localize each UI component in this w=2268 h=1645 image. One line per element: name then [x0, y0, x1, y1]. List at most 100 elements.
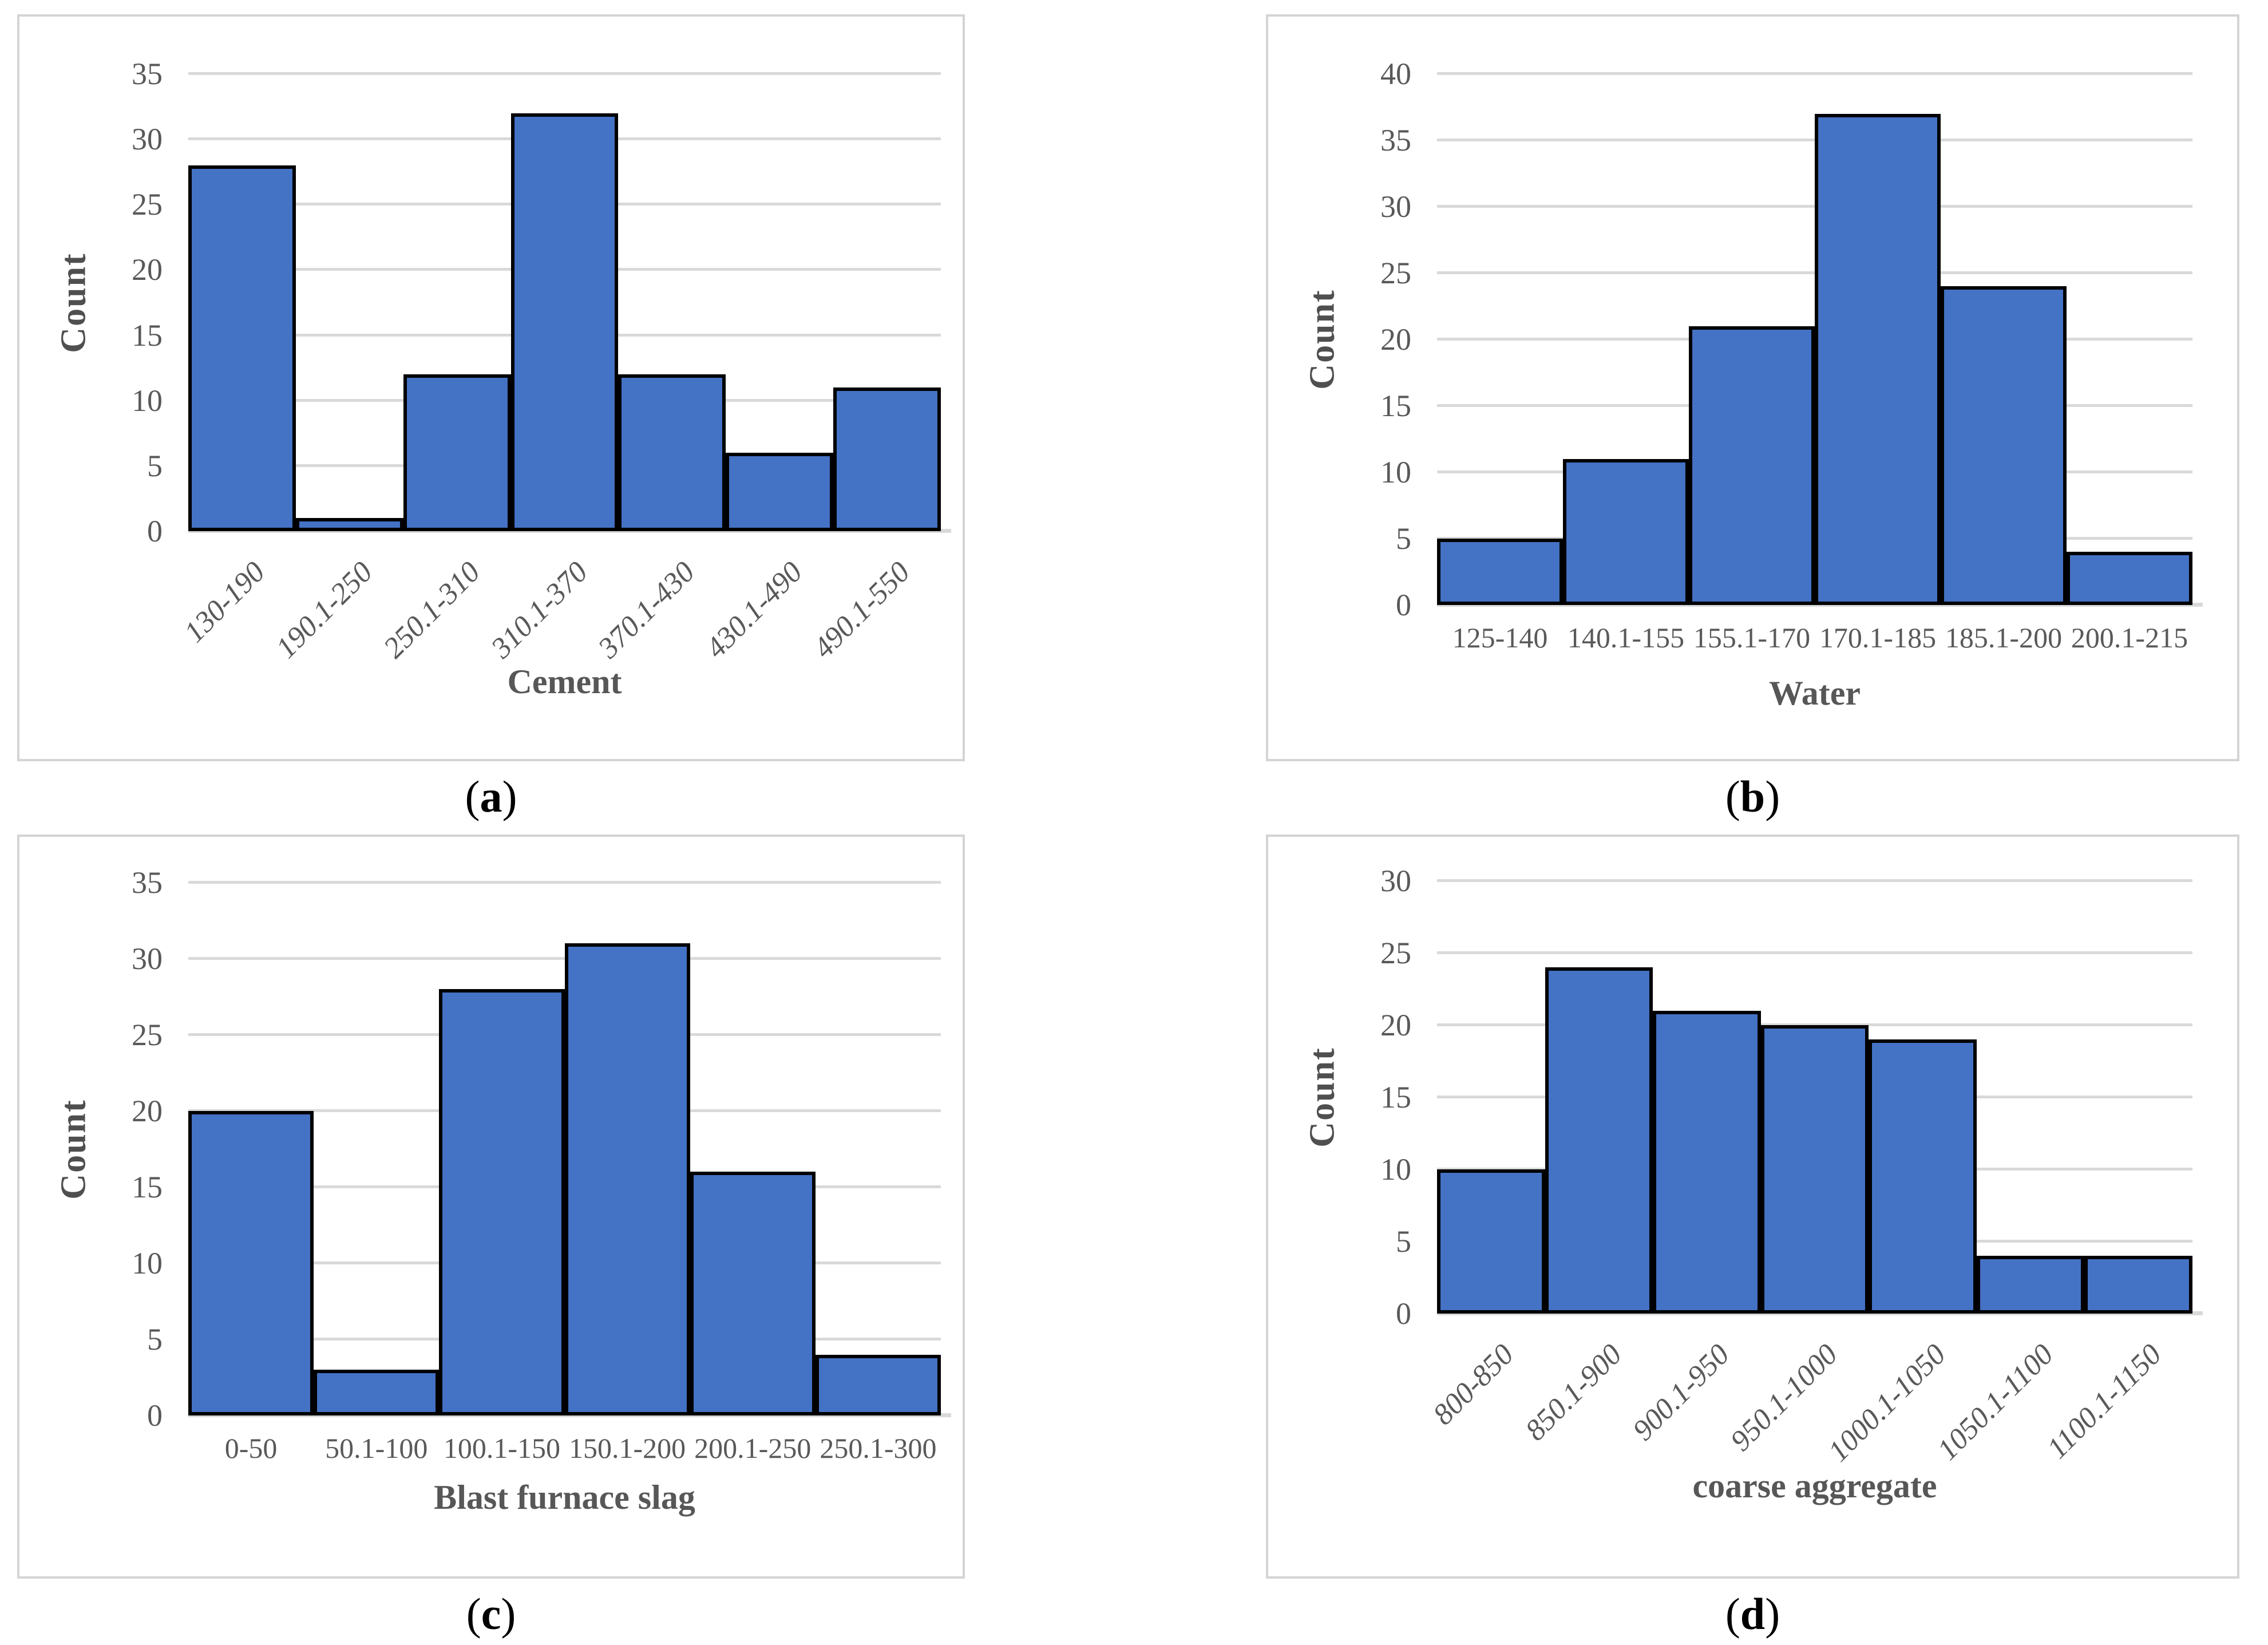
y-tick-label-30: 30 [132, 122, 163, 157]
y-tick-label-20: 20 [132, 252, 163, 287]
bar-370.1-430 [618, 374, 726, 531]
bar-850.1-900 [1545, 967, 1653, 1314]
bar-900.1-950 [1653, 1010, 1761, 1314]
bars-row [188, 74, 941, 531]
y-tick-label-20: 20 [1380, 322, 1411, 357]
x-tick-label-100.1-150: 100.1-150 [443, 1432, 560, 1464]
bar-430.1-490 [726, 453, 834, 531]
gridline-35 [188, 72, 941, 75]
bar-800-850 [1437, 1169, 1545, 1314]
x-tick-label-185.1-200: 185.1-200 [1945, 622, 2063, 654]
y-tick-label-15: 15 [132, 1169, 163, 1204]
gridline-35 [188, 881, 941, 884]
y-tick-label-0: 0 [147, 1398, 163, 1433]
x-axis-title: Blast furnace slag [434, 1478, 695, 1516]
bar-185.1-200 [1941, 286, 2067, 605]
gridline-30 [188, 957, 941, 960]
bar-1000.1-1050 [1869, 1039, 1977, 1314]
y-tick-label-30: 30 [1380, 864, 1411, 898]
bar-250.1-300 [815, 1354, 941, 1415]
caption-letter: d [1740, 1589, 1766, 1639]
x-tick-label-200.1-215: 200.1-215 [2071, 622, 2188, 654]
x-axis-title: coarse aggregate [1692, 1467, 1937, 1505]
bar-1050.1-1100 [1976, 1256, 2085, 1314]
bar-200.1-215 [2067, 552, 2192, 605]
subfigure-caption-c: (c) [466, 1589, 516, 1639]
bar-170.1-185 [1815, 113, 1941, 605]
subfigure-caption-a: (a) [465, 772, 517, 821]
bar-0-50 [188, 1111, 314, 1415]
y-tick-label-25: 25 [1380, 256, 1411, 290]
y-tick-label-10: 10 [132, 1246, 163, 1280]
bar-190.1-250 [295, 518, 403, 531]
histogram-panel-water: Count 0 5 10 15 20 25 30 35 40 125-140 140.1-155 1… [1266, 14, 2239, 825]
y-axis-tick-labels: 0 5 10 15 20 25 30 [1268, 864, 1411, 1331]
y-tick-label-40: 40 [1380, 57, 1411, 91]
y-tick-label-5: 5 [1396, 1224, 1411, 1259]
y-tick-label-0: 0 [1396, 1296, 1411, 1331]
bars-row [1437, 881, 2193, 1314]
bar-250.1-310 [403, 374, 511, 531]
bar-100.1-150 [439, 989, 565, 1415]
subfigure-caption-d: (d) [1725, 1589, 1780, 1639]
bar-155.1-170 [1689, 326, 1815, 605]
x-tick-label-200.1-250: 200.1-250 [694, 1432, 812, 1464]
gridline-20 [1437, 1023, 2192, 1027]
caption-letter: b [1740, 772, 1766, 821]
y-tick-label-20: 20 [132, 1094, 163, 1128]
gridline-25 [1437, 951, 2192, 954]
bar-950.1-1000 [1760, 1025, 1869, 1314]
chart-panel: Count 0 5 10 15 20 25 30 35 40 125-140 140.1-155 1… [1266, 14, 2239, 761]
y-tick-label-35: 35 [132, 57, 163, 91]
plot-area [1437, 72, 2203, 607]
gridline-40 [1437, 72, 2192, 75]
y-tick-label-30: 30 [1380, 189, 1411, 224]
y-tick-label-10: 10 [1380, 455, 1411, 489]
y-tick-label-10: 10 [132, 383, 163, 418]
plot-area [1437, 879, 2203, 1315]
histogram-panel-cement: Count 0 5 10 15 20 25 30 35 130-190 190.1-250 250… [17, 14, 965, 825]
bar-310.1-370 [510, 113, 619, 531]
y-axis-tick-labels: 0 5 10 15 20 25 30 35 [19, 57, 163, 548]
caption-letter: a [480, 772, 502, 821]
y-tick-label-15: 15 [1380, 389, 1411, 423]
x-tick-label-150.1-200: 150.1-200 [569, 1432, 686, 1464]
bar-130-190 [188, 165, 296, 531]
y-tick-label-25: 25 [1380, 935, 1411, 970]
histogram-panel-blast-furnace-slag: Count 0 5 10 15 20 25 30 35 0-50 50.1-100 100.1-1… [17, 835, 965, 1643]
chart-panel: Count 0 5 10 15 20 25 30 800-850 850.1-900 900.1… [1266, 835, 2239, 1579]
y-axis-tick-labels: 0 5 10 15 20 25 30 35 [19, 865, 163, 1433]
x-tick-label-170.1-185: 170.1-185 [1819, 622, 1937, 654]
plot-area [188, 881, 951, 1417]
bar-490.1-550 [833, 387, 941, 531]
bar-140.1-155 [1563, 458, 1689, 605]
x-tick-label-125-140: 125-140 [1452, 622, 1548, 654]
y-tick-label-20: 20 [1380, 1007, 1411, 1042]
x-axis-tick-labels: 125-140 140.1-155 155.1-170 170.1-185 185.1-… [1437, 605, 2192, 788]
y-tick-label-15: 15 [1380, 1080, 1411, 1114]
y-tick-label-5: 5 [147, 1322, 163, 1357]
bar-1100.1-1150 [2084, 1256, 2193, 1314]
chart-panel: Count 0 5 10 15 20 25 30 35 0-50 50.1-100 100.1-1… [17, 835, 965, 1579]
x-axis-title: Water [1769, 674, 1861, 712]
y-tick-label-5: 5 [147, 448, 163, 483]
x-tick-label-155.1-170: 155.1-170 [1693, 622, 1811, 654]
bars-row [188, 883, 941, 1415]
y-tick-label-0: 0 [1396, 588, 1411, 622]
x-tick-label-0-50: 0-50 [224, 1432, 278, 1464]
x-axis-title: Cement [507, 663, 622, 701]
y-tick-label-35: 35 [132, 865, 163, 900]
bar-50.1-100 [314, 1370, 440, 1415]
bar-200.1-250 [690, 1172, 816, 1415]
x-tick-label-250.1-300: 250.1-300 [820, 1432, 937, 1464]
y-tick-label-0: 0 [147, 514, 163, 548]
x-tick-label-140.1-155: 140.1-155 [1567, 622, 1685, 654]
y-tick-label-35: 35 [1380, 123, 1411, 157]
bar-125-140 [1437, 539, 1563, 605]
y-tick-label-25: 25 [132, 1017, 163, 1052]
y-tick-label-5: 5 [1396, 521, 1411, 556]
y-tick-label-25: 25 [132, 187, 163, 222]
histogram-panel-coarse-aggregate: Count 0 5 10 15 20 25 30 800-850 850.1-900 900.1… [1266, 835, 2239, 1643]
x-axis-tick-labels: 0-50 50.1-100 100.1-150 150.1-200 200.1-250 2… [188, 1415, 941, 1599]
